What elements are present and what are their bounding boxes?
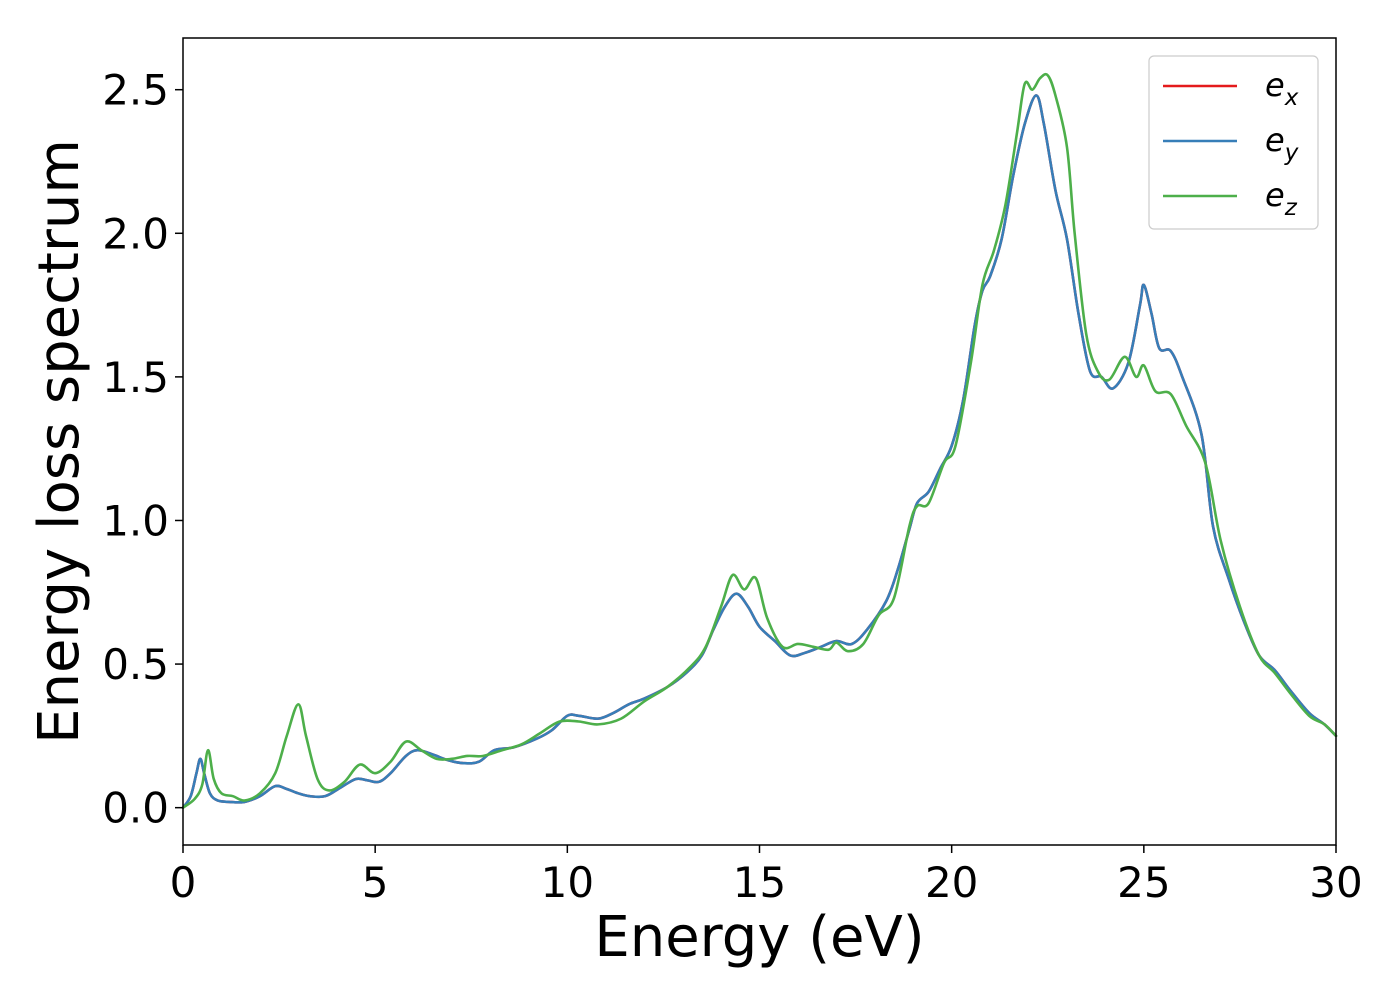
legend-label-z: ez [1265, 176, 1298, 221]
x-tick-label: 10 [541, 858, 594, 907]
y-tick-label: 2.0 [102, 209, 169, 258]
x-tick-label: 0 [170, 858, 197, 907]
legend: ex ey ez [1148, 55, 1319, 230]
y-axis: 0.0 0.5 1.0 1.5 2.0 2.5 [102, 66, 183, 833]
x-tick-label: 20 [925, 858, 978, 907]
y-tick-label: 1.0 [102, 496, 169, 545]
y-tick-label: 0.0 [102, 784, 169, 833]
y-tick-label: 2.5 [102, 66, 169, 115]
legend-box [1148, 55, 1319, 230]
series-line-z [181, 72, 1338, 809]
x-tick-label: 25 [1117, 858, 1170, 907]
series-line-y [181, 94, 1338, 809]
x-axis: 0 5 10 15 20 25 30 [170, 845, 1363, 907]
y-axis-title: Energy loss spectrum [27, 139, 92, 744]
legend-label-x: ex [1265, 66, 1299, 111]
x-tick-label: 30 [1309, 858, 1362, 907]
y-tick-label: 0.5 [102, 640, 169, 689]
x-tick-label: 5 [362, 858, 389, 907]
x-tick-label: 15 [733, 858, 786, 907]
legend-label-y: ey [1265, 121, 1299, 166]
y-tick-label: 1.5 [102, 353, 169, 402]
x-axis-title: Energy (eV) [594, 905, 924, 970]
series-layer [181, 72, 1338, 809]
